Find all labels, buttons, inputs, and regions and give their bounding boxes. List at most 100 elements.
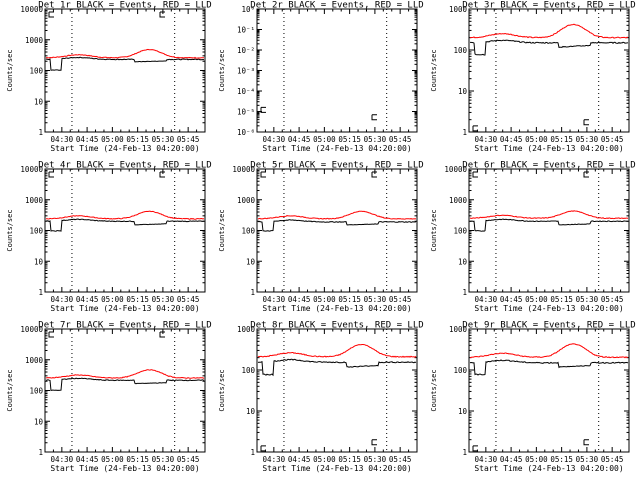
x-tick-label: 04:30 bbox=[475, 295, 498, 304]
x-axis-label: Start Time (24-Feb-13 04:20:00) bbox=[474, 304, 623, 313]
events-series-line bbox=[45, 377, 205, 392]
x-tick-label: 04:45 bbox=[288, 455, 311, 464]
y-tick-label: 1 bbox=[38, 128, 43, 137]
lld-series-line bbox=[46, 210, 205, 220]
x-tick-label: 05:30 bbox=[364, 295, 387, 304]
y-tick-label: 10⁻⁴ bbox=[237, 87, 255, 96]
y-tick-label: 10 bbox=[34, 97, 44, 106]
bracket-mark bbox=[371, 439, 377, 446]
y-axis-label: Counts/sec bbox=[6, 369, 14, 411]
plot-frame bbox=[468, 8, 630, 133]
y-tick-label: 1000 bbox=[449, 196, 468, 205]
x-tick-label: 05:15 bbox=[126, 135, 149, 144]
detector-panel-5: Det 5r BLACK = Events, RED = LLD 1 10 100 10… bbox=[218, 161, 424, 314]
y-axis-label: Counts/sec bbox=[430, 369, 438, 411]
x-axis-label: Start Time (24-Feb-13 04:20:00) bbox=[262, 304, 411, 313]
x-tick-label: 05:45 bbox=[601, 455, 624, 464]
x-tick-label: 05:00 bbox=[101, 295, 124, 304]
bracket-mark bbox=[159, 331, 165, 338]
x-tick-label: 05:30 bbox=[576, 295, 599, 304]
x-tick-label: 05:15 bbox=[126, 295, 149, 304]
plot-frame bbox=[256, 8, 418, 133]
y-axis-label: Counts/sec bbox=[6, 49, 14, 91]
x-tick-label: 05:45 bbox=[389, 295, 412, 304]
x-tick-label: 05:45 bbox=[389, 455, 412, 464]
x-tick-label: 05:30 bbox=[152, 455, 175, 464]
y-tick-label: 1 bbox=[38, 288, 43, 297]
x-tick-label: 05:30 bbox=[364, 135, 387, 144]
y-axis-label: Counts/sec bbox=[218, 209, 226, 251]
y-tick-label: 100 bbox=[241, 227, 255, 236]
events-series-line bbox=[470, 39, 629, 56]
y-tick-label: 1 bbox=[462, 288, 467, 297]
detector-panel-4: Det 4r BLACK = Events, RED = LLD 1 10 100 10… bbox=[6, 161, 212, 314]
x-tick-label: 04:45 bbox=[76, 295, 99, 304]
plot-frame bbox=[256, 168, 418, 293]
y-tick-label: 1000 bbox=[25, 196, 44, 205]
y-axis-label: Counts/sec bbox=[218, 369, 226, 411]
bracket-mark bbox=[371, 114, 377, 121]
y-tick-label: 10000 bbox=[20, 5, 43, 14]
x-axis-label: Start Time (24-Feb-13 04:20:00) bbox=[50, 464, 199, 473]
detector-panel-2: Det 2r BLACK = Events, RED = LLD 10⁻⁶ 10⁻⁵… bbox=[218, 1, 424, 154]
y-tick-label: 10⁻² bbox=[237, 46, 255, 55]
x-tick-label: 05:00 bbox=[313, 455, 336, 464]
detector-panel-8: Det 8r BLACK = Events, RED = LLD 1 10 100 10… bbox=[218, 321, 424, 474]
lld-series-line bbox=[45, 48, 205, 59]
x-tick-label: 05:45 bbox=[177, 455, 200, 464]
x-tick-label: 04:45 bbox=[500, 135, 523, 144]
x-tick-label: 05:45 bbox=[601, 295, 624, 304]
x-axis-label: Start Time (24-Feb-13 04:20:00) bbox=[262, 464, 411, 473]
y-tick-label: 100 bbox=[453, 366, 467, 375]
x-tick-label: 05:45 bbox=[601, 135, 624, 144]
events-series-line bbox=[45, 218, 205, 232]
x-tick-label: 05:30 bbox=[576, 135, 599, 144]
x-axis-label: Start Time (24-Feb-13 04:20:00) bbox=[474, 144, 623, 153]
x-tick-label: 05:15 bbox=[126, 455, 149, 464]
x-tick-label: 04:30 bbox=[51, 295, 74, 304]
y-tick-label: 10 bbox=[458, 257, 468, 266]
x-tick-label: 05:00 bbox=[313, 295, 336, 304]
y-tick-label: 10 bbox=[246, 407, 256, 416]
bracket-mark bbox=[48, 331, 54, 338]
x-tick-label: 04:30 bbox=[263, 295, 286, 304]
x-tick-label: 05:15 bbox=[550, 135, 573, 144]
y-tick-label: 1 bbox=[250, 288, 255, 297]
x-tick-label: 05:00 bbox=[101, 455, 124, 464]
x-tick-label: 04:45 bbox=[288, 135, 311, 144]
x-tick-label: 05:15 bbox=[550, 455, 573, 464]
y-tick-label: 10 bbox=[246, 257, 256, 266]
bracket-mark bbox=[260, 445, 266, 452]
events-series-line bbox=[469, 218, 629, 232]
y-tick-label: 100 bbox=[453, 46, 467, 55]
x-tick-label: 05:00 bbox=[525, 295, 548, 304]
x-tick-label: 05:30 bbox=[364, 455, 387, 464]
x-tick-label: 05:15 bbox=[338, 455, 361, 464]
panel-title: Det 4r BLACK = Events, RED = LLD bbox=[38, 161, 211, 171]
y-tick-label: 1000 bbox=[449, 325, 468, 334]
y-axis-label: Counts/sec bbox=[6, 209, 14, 251]
x-tick-label: 05:45 bbox=[177, 135, 200, 144]
x-tick-label: 05:00 bbox=[525, 455, 548, 464]
x-tick-label: 05:30 bbox=[576, 455, 599, 464]
y-tick-label: 100 bbox=[29, 227, 43, 236]
y-axis-label: Counts/sec bbox=[430, 49, 438, 91]
y-tick-label: 10 bbox=[34, 417, 44, 426]
x-tick-label: 04:30 bbox=[475, 135, 498, 144]
bracket-mark bbox=[472, 171, 478, 178]
y-tick-label: 10 bbox=[458, 407, 468, 416]
events-series-line bbox=[45, 56, 205, 71]
y-tick-label: 10000 bbox=[20, 325, 43, 334]
y-tick-label: 1 bbox=[250, 448, 255, 457]
plot-frame bbox=[468, 328, 630, 453]
bracket-mark bbox=[583, 119, 589, 126]
y-tick-label: 10⁻⁵ bbox=[237, 108, 255, 117]
x-tick-label: 05:15 bbox=[550, 295, 573, 304]
x-tick-label: 05:30 bbox=[152, 135, 175, 144]
x-tick-label: 04:45 bbox=[500, 295, 523, 304]
y-tick-label: 10⁻¹ bbox=[237, 26, 255, 35]
y-tick-label: 100 bbox=[241, 366, 255, 375]
y-tick-label: 10 bbox=[458, 87, 468, 96]
x-axis-label: Start Time (24-Feb-13 04:20:00) bbox=[50, 144, 199, 153]
